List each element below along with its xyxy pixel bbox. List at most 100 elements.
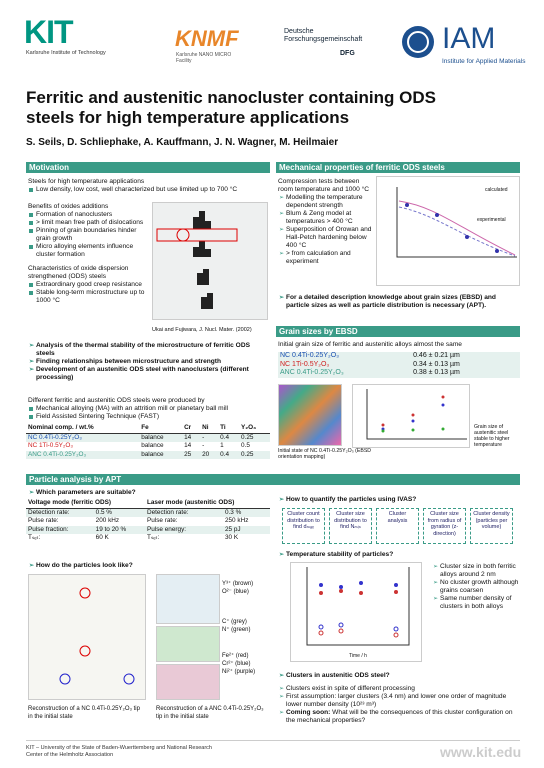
map-caption: Initial state of NC 0.4Ti-0.25Y₂O₃ (EBSD… bbox=[278, 448, 372, 460]
list-item: Modelling the temperature dependent stre… bbox=[278, 194, 372, 210]
cell: 0.25 bbox=[241, 450, 254, 458]
knmf-logo: KNMF bbox=[175, 26, 239, 51]
cell: 0.4 bbox=[220, 433, 230, 441]
histogram-figure bbox=[152, 202, 268, 320]
iam-logo: IAM bbox=[442, 22, 496, 55]
list-item: First assumption: larger clusters (3.4 n… bbox=[278, 693, 518, 709]
apt-austenitic bbox=[156, 574, 220, 624]
text: What will be the consequences of this cl… bbox=[286, 709, 513, 724]
q: How to quantify the particles using IVAS… bbox=[278, 496, 518, 504]
plot-caption: Grain size of austenitic steel stable to… bbox=[474, 424, 510, 448]
cell: Detection rate: bbox=[146, 508, 189, 516]
list: Formation of nanoclusters > limit mean fr… bbox=[28, 211, 148, 259]
table-row: Pulse rate: 200 kHz Pulse rate: 250 kHz bbox=[26, 517, 270, 526]
apt-ferritic bbox=[28, 574, 146, 700]
bold: Coming soon: bbox=[286, 709, 331, 716]
cell: - bbox=[202, 433, 205, 441]
list-item: Clusters exist in spite of different pro… bbox=[278, 685, 518, 693]
caption: Reconstruction of a NC 0.4Ti-0.25Y₂O₃ ti… bbox=[28, 706, 140, 720]
legend-entry: Fe²⁺ (red) bbox=[222, 653, 249, 659]
grain-art bbox=[366, 389, 467, 440]
cell: 0.4 bbox=[220, 450, 230, 458]
cell: 0.3 % bbox=[224, 508, 242, 516]
list-item: Extraordinary good creep resistance bbox=[28, 281, 148, 289]
table-row: NC 0.4Ti-0.25Y₂O₃ balance 14 - 0.4 0.25 bbox=[26, 433, 270, 442]
cell: 19 to 20 % bbox=[95, 525, 127, 533]
kit-sub: Karlsruhe Institute of Technology bbox=[26, 50, 106, 56]
cell: Ti bbox=[220, 424, 226, 431]
plot-label: experimental bbox=[477, 217, 506, 223]
table-row: NC 1Ti-0.5Y₂O₃ 0.34 ± 0.13 µm bbox=[278, 361, 520, 370]
table-row: NC 1Ti-0.5Y₂O₃ balance 14 - 1 0.5 bbox=[26, 442, 270, 451]
aust-list: Clusters exist in spite of different pro… bbox=[278, 685, 518, 725]
list: Extraordinary good creep resistance Stabl… bbox=[28, 281, 148, 305]
list-item: Superposition of Orowan and Hall-Petch h… bbox=[278, 226, 372, 250]
list-item: Low density, low cost, well characterize… bbox=[28, 186, 268, 194]
footer-url: www.kit.edu bbox=[440, 744, 522, 760]
section-bar: Motivation bbox=[26, 162, 270, 173]
plot-label: calculated bbox=[485, 187, 508, 193]
cell: Nominal comp. / wt.% bbox=[28, 424, 94, 431]
list-item: Micro alloying elements influence cluste… bbox=[28, 243, 148, 259]
cell: Pulse fraction: bbox=[28, 525, 69, 533]
iam-icon bbox=[402, 26, 434, 58]
cell: NC 1Ti-0.5Y₂O₃ bbox=[280, 360, 330, 368]
list-item: > limit mean free path of dislocations bbox=[28, 219, 148, 227]
footer-rule bbox=[26, 740, 520, 741]
axis-label: Time / h bbox=[349, 653, 367, 659]
question: Clusters in austenitic ODS steel? bbox=[278, 672, 518, 680]
list-item: Mechanical alloying (MA) with an attriti… bbox=[28, 405, 268, 413]
table-row: Pulse fraction: 19 to 20 % Pulse energy: 25… bbox=[26, 525, 270, 534]
knmf-sub: Karlsruhe NANO MICRO Facility bbox=[176, 52, 232, 64]
text: Initial grain size of ferritic and auste… bbox=[278, 341, 462, 348]
question: Temperature stability of particles? bbox=[278, 551, 518, 559]
list: Modelling the temperature dependent stre… bbox=[278, 194, 372, 266]
cell: 200 kHz bbox=[95, 517, 120, 524]
cell: 0.46 ± 0.21 µm bbox=[413, 352, 460, 359]
cell: Laser mode (austenitic ODS) bbox=[146, 499, 235, 506]
cell: 0.25 bbox=[241, 433, 254, 441]
cell: balance bbox=[141, 450, 164, 458]
param-table: Voltage mode (ferritic ODS) Laser mode (a… bbox=[26, 499, 270, 543]
motivation-text: Benefits of oxides additions Formation o… bbox=[28, 203, 148, 305]
temp-list: Cluster size in both ferritic alloys aro… bbox=[432, 563, 520, 611]
legend-entry: N⁺ (green) bbox=[222, 627, 251, 633]
cell: ANC 0.4Ti-0.25Y₂O₃ bbox=[280, 369, 344, 376]
strength-art bbox=[396, 187, 517, 258]
caption: Reconstruction of a ANC 0.4Ti-0.25Y₂O₃ t… bbox=[156, 706, 264, 720]
cell: Pulse energy: bbox=[146, 525, 187, 533]
cell: Detection rate: bbox=[28, 508, 70, 516]
text: Characteristics of oxide dispersion stre… bbox=[28, 265, 129, 280]
flow-box: Cluster count distribution to find dₘₐₓ bbox=[282, 508, 325, 544]
cell: 25 bbox=[184, 450, 192, 458]
apt-austenitic bbox=[156, 626, 220, 662]
dfg-abbr: DFG bbox=[340, 50, 355, 57]
cell: 0.34 ± 0.13 µm bbox=[413, 360, 460, 368]
dfg-text: Deutsche Forschungsgemeinschaft bbox=[284, 28, 363, 43]
cell: Voltage mode (ferritic ODS) bbox=[28, 499, 111, 506]
list: Clusters exist in spite of different pro… bbox=[278, 685, 518, 709]
mech-note: For a detailed description knowledge abo… bbox=[278, 294, 520, 310]
list-item: Cluster size in both ferritic alloys aro… bbox=[432, 563, 520, 579]
table-row: ANC 0.4Ti-0.25Y₂O₃ 0.38 ± 0.13 µm bbox=[278, 369, 520, 378]
grain-table: NC 0.4Ti-0.25Y₂O₃ 0.46 ± 0.21 µm NC 1Ti-0.… bbox=[278, 352, 520, 378]
title: Ferritic and austenitic nanocluster cont… bbox=[26, 88, 436, 127]
legend-entry: Cr²⁺ (blue) bbox=[222, 661, 251, 667]
cell: Tₛₑₜ: bbox=[146, 534, 160, 541]
list-item: Formation of nanoclusters bbox=[28, 211, 148, 219]
cell: Cr bbox=[184, 424, 192, 431]
cell: 0.5 % bbox=[95, 508, 112, 516]
iam-sub: Institute for Applied Materials bbox=[442, 58, 526, 65]
cell: ANC 0.4Ti-0.25Y₂O₃ bbox=[28, 450, 87, 458]
cell: 14 bbox=[184, 442, 192, 449]
apt-austenitic bbox=[156, 664, 220, 700]
cell: 30 K bbox=[224, 534, 239, 541]
cell: 0.5 bbox=[241, 442, 250, 449]
kit-logo: KIT bbox=[24, 14, 74, 50]
note: For a detailed description knowledge abo… bbox=[278, 294, 520, 310]
composition-table: Nominal comp. / wt.% Fe Cr Ni Ti Y₂O₃ NC 0.4Ti… bbox=[26, 424, 270, 459]
cell: 14 bbox=[184, 433, 192, 441]
cell: Tₛₑₜ: bbox=[28, 534, 41, 541]
list-item: Development of an austenitic ODS steel w… bbox=[28, 366, 268, 382]
cell: 250 kHz bbox=[224, 517, 249, 524]
